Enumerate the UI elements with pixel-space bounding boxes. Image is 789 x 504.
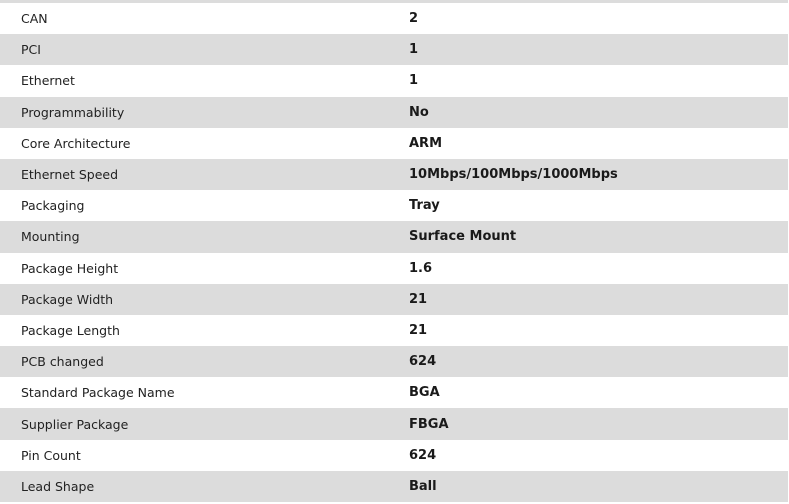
spec-label: Lead Shape xyxy=(21,478,95,494)
spec-row: Mounting Surface Mount xyxy=(0,221,788,253)
spec-value: Tray xyxy=(409,198,440,214)
spec-label: PCB changed xyxy=(21,354,104,370)
spec-label: Ethernet xyxy=(21,73,75,89)
spec-table: CAN 2 PCI 1 Ethernet 1 Programmability No Core A… xyxy=(0,3,788,502)
spec-row: Ethernet 1 xyxy=(0,65,788,96)
spec-value: Ball xyxy=(409,478,437,494)
spec-label: Pin Count xyxy=(21,447,81,463)
spec-label: CAN xyxy=(21,11,48,27)
spec-row: Package Length 21 xyxy=(0,315,788,346)
spec-row: Package Height 1.6 xyxy=(0,253,788,284)
previous-row-edge xyxy=(0,0,788,3)
spec-value: 624 xyxy=(409,354,437,370)
spec-label: Mounting xyxy=(21,229,80,245)
spec-label: Packaging xyxy=(21,198,85,214)
spec-value: BGA xyxy=(409,385,440,401)
spec-row: Programmability No xyxy=(0,96,788,128)
spec-row: CAN 2 xyxy=(0,3,788,34)
spec-label: Supplier Package xyxy=(21,416,129,432)
spec-row: Pin Count 624 xyxy=(0,440,788,471)
spec-row: Packaging Tray xyxy=(0,190,788,221)
spec-label: Package Height xyxy=(21,260,119,276)
spec-value: ARM xyxy=(409,135,443,151)
spec-label: Package Width xyxy=(21,291,114,307)
spec-row: Standard Package Name BGA xyxy=(0,377,788,408)
spec-row: Package Width 21 xyxy=(0,283,788,315)
spec-value: Surface Mount xyxy=(409,229,517,245)
spec-row: Ethernet Speed 10Mbps/100Mbps/1000Mbps xyxy=(0,158,788,191)
spec-value: 21 xyxy=(409,322,428,338)
spec-value: 624 xyxy=(409,447,437,463)
spec-label: Package Length xyxy=(21,322,120,338)
spec-label: Programmability xyxy=(21,104,125,120)
spec-value: 1 xyxy=(409,42,419,58)
spec-row: PCB changed 624 xyxy=(0,346,788,378)
spec-value: 10Mbps/100Mbps/1000Mbps xyxy=(409,167,618,183)
spec-value: 21 xyxy=(409,291,428,307)
spec-value: 1 xyxy=(409,73,419,89)
spec-value: FBGA xyxy=(409,416,449,432)
spec-row: PCI 1 xyxy=(0,34,788,66)
spec-row: Lead Shape Ball xyxy=(0,470,788,502)
spec-row: Supplier Package FBGA xyxy=(0,408,788,440)
spec-label: Standard Package Name xyxy=(21,385,175,401)
spec-label: Core Architecture xyxy=(21,135,131,151)
spec-value: 1.6 xyxy=(409,260,433,276)
spec-row: Core Architecture ARM xyxy=(0,128,788,159)
spec-value: No xyxy=(409,104,429,120)
spec-label: PCI xyxy=(21,42,41,58)
spec-value: 2 xyxy=(409,11,419,27)
spec-label: Ethernet Speed xyxy=(21,167,119,183)
